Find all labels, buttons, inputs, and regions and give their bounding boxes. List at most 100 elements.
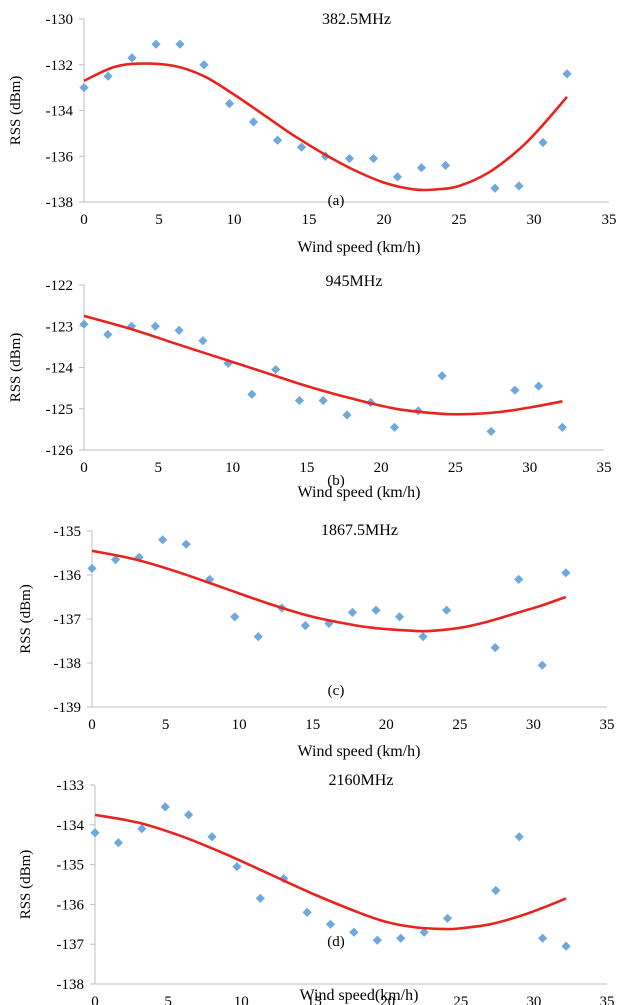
data-point [561, 941, 571, 951]
data-point [160, 802, 170, 812]
data-point [538, 137, 548, 148]
data-point [491, 885, 501, 896]
x-tick-label: 20 [380, 994, 395, 1005]
y-axis-label: RSS (dBm) [18, 584, 34, 654]
data-point [514, 181, 524, 191]
data-point [198, 336, 208, 346]
x-tick-label: 0 [80, 212, 88, 228]
chart-title: 2160MHz [329, 772, 394, 789]
data-point [418, 632, 428, 642]
data-point [342, 410, 352, 420]
data-point [392, 172, 403, 182]
x-tick-label: 20 [379, 717, 394, 733]
y-tick-label: -136 [57, 897, 85, 913]
x-tick-label: 35 [600, 717, 615, 733]
data-point [248, 117, 259, 127]
x-tick-label: 5 [162, 717, 170, 733]
x-tick-label: 0 [88, 717, 96, 733]
x-tick-label: 20 [374, 460, 389, 476]
data-point [87, 563, 97, 573]
data-point [253, 632, 263, 642]
panel-label: (d) [327, 934, 345, 950]
y-axis-label: RSS (dBm) [18, 850, 34, 920]
data-point [110, 555, 121, 565]
data-point [416, 163, 427, 173]
y-tick-label: -139 [54, 700, 82, 716]
data-point [247, 389, 257, 399]
trendline [91, 549, 567, 633]
x-tick-label: 25 [453, 994, 468, 1005]
x-tick-label: 5 [155, 460, 163, 476]
data-point [510, 385, 520, 395]
x-tick-label: 10 [232, 717, 247, 733]
chart-title: 382.5MHz [322, 11, 391, 28]
x-tick-label: 10 [227, 212, 242, 228]
panel-label: (a) [328, 193, 345, 209]
data-point [347, 607, 358, 617]
data-point [344, 153, 355, 164]
data-point [490, 183, 500, 193]
x-tick-label: 25 [452, 212, 467, 228]
data-point [137, 824, 147, 834]
data-point [300, 621, 310, 631]
x-tick-label: 30 [527, 212, 542, 228]
data-point [437, 371, 447, 381]
y-tick-label: -122 [46, 278, 74, 294]
data-point [442, 913, 453, 923]
x-tick-label: 10 [225, 460, 240, 476]
y-tick-label: -124 [46, 361, 74, 377]
x-tick-label: 15 [307, 994, 322, 1005]
data-point [371, 605, 381, 615]
data-point [324, 618, 334, 628]
data-point [150, 321, 160, 331]
data-point [294, 395, 305, 406]
y-tick-label: -132 [46, 58, 74, 74]
data-point [151, 39, 161, 49]
panel-label: (b) [327, 473, 345, 489]
data-point [127, 53, 137, 63]
trendline [83, 62, 568, 192]
data-point [440, 160, 451, 170]
x-tick-label: 0 [91, 994, 99, 1005]
y-tick-label: -136 [54, 568, 82, 584]
x-tick-label: 25 [448, 460, 463, 476]
data-point [296, 142, 307, 152]
data-point [199, 60, 209, 70]
x-tick-label: 5 [155, 212, 163, 228]
data-point [158, 535, 168, 545]
data-point [272, 135, 283, 145]
panel-label: (c) [328, 683, 345, 699]
data-point [372, 935, 382, 945]
data-point [79, 319, 89, 329]
y-tick-label: -135 [54, 524, 82, 540]
x-axis-label: Wind speed (km/h) [298, 239, 421, 256]
x-tick-label: 15 [302, 212, 317, 228]
y-tick-label: -136 [46, 149, 74, 165]
data-point [538, 933, 548, 943]
data-point [79, 83, 89, 93]
x-tick-label: 30 [522, 460, 537, 476]
x-tick-label: 5 [164, 994, 172, 1005]
x-tick-label: 30 [526, 994, 541, 1005]
y-tick-label: -138 [54, 656, 82, 672]
data-point [349, 927, 359, 937]
data-point [490, 643, 500, 653]
data-point [224, 99, 235, 109]
x-tick-label: 20 [377, 212, 392, 228]
x-axis-label: Wind speed (km/h) [298, 484, 421, 501]
chart-title: 1867.5MHz [321, 522, 398, 539]
data-point [175, 39, 185, 49]
y-tick-label: -134 [57, 818, 85, 834]
x-axis-label: Wind speed(km/h) [300, 987, 419, 1004]
trendline [94, 813, 567, 931]
y-tick-label: -137 [54, 612, 82, 628]
data-point [534, 381, 544, 391]
y-tick-label: -135 [57, 858, 85, 874]
chart-panel-2: -122 -123 -124 -125 -126 0 5 10 15 20 25 30 35 945MHz… [8, 273, 612, 501]
data-point [561, 568, 571, 578]
y-tick-label: -134 [46, 104, 74, 120]
y-tick-label: -126 [46, 443, 74, 459]
y-tick-label: -130 [46, 12, 74, 28]
data-point [207, 832, 217, 842]
data-point [396, 933, 406, 943]
